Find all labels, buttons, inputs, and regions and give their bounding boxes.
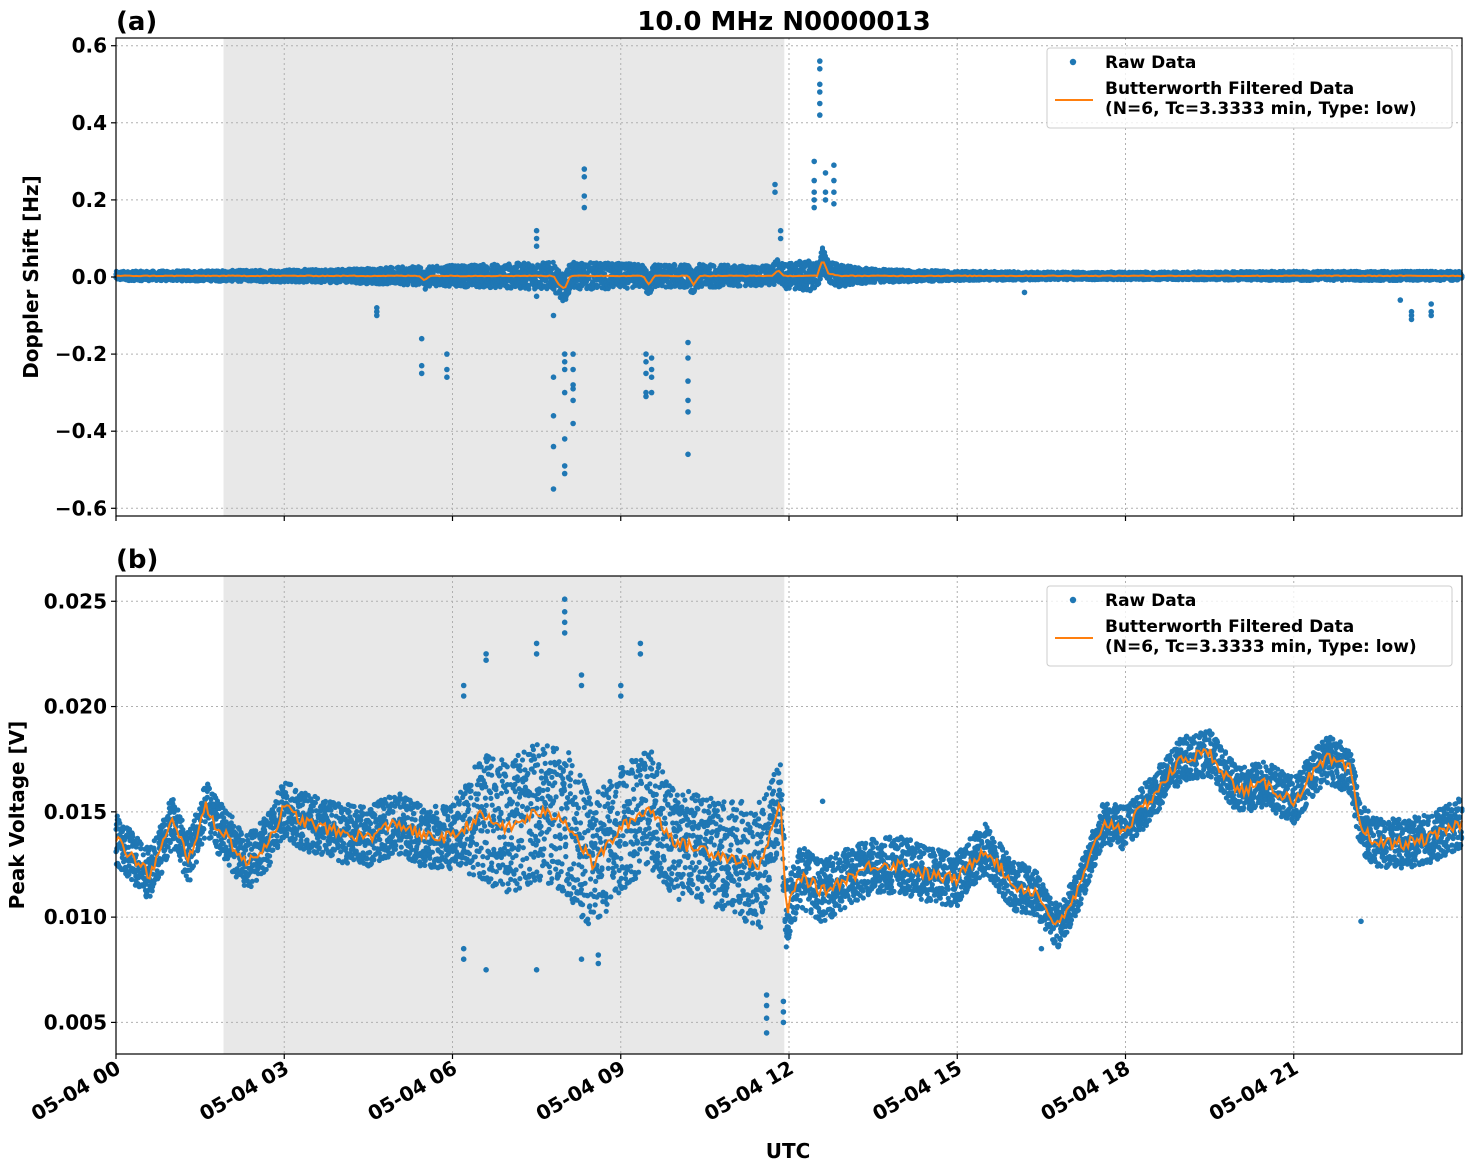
raw-data-point (672, 262, 678, 268)
raw-data-point (737, 283, 743, 289)
raw-data-point (816, 280, 822, 287)
panel-doppler-shift: (a) −0.6−0.4−0.20.00.20.40.6 Doppler Shi… (19, 7, 1465, 521)
raw-data-point (624, 285, 630, 291)
figure-title: 10.0 MHz N0000013 (637, 7, 930, 37)
panel-label-a: (a) (116, 7, 157, 37)
